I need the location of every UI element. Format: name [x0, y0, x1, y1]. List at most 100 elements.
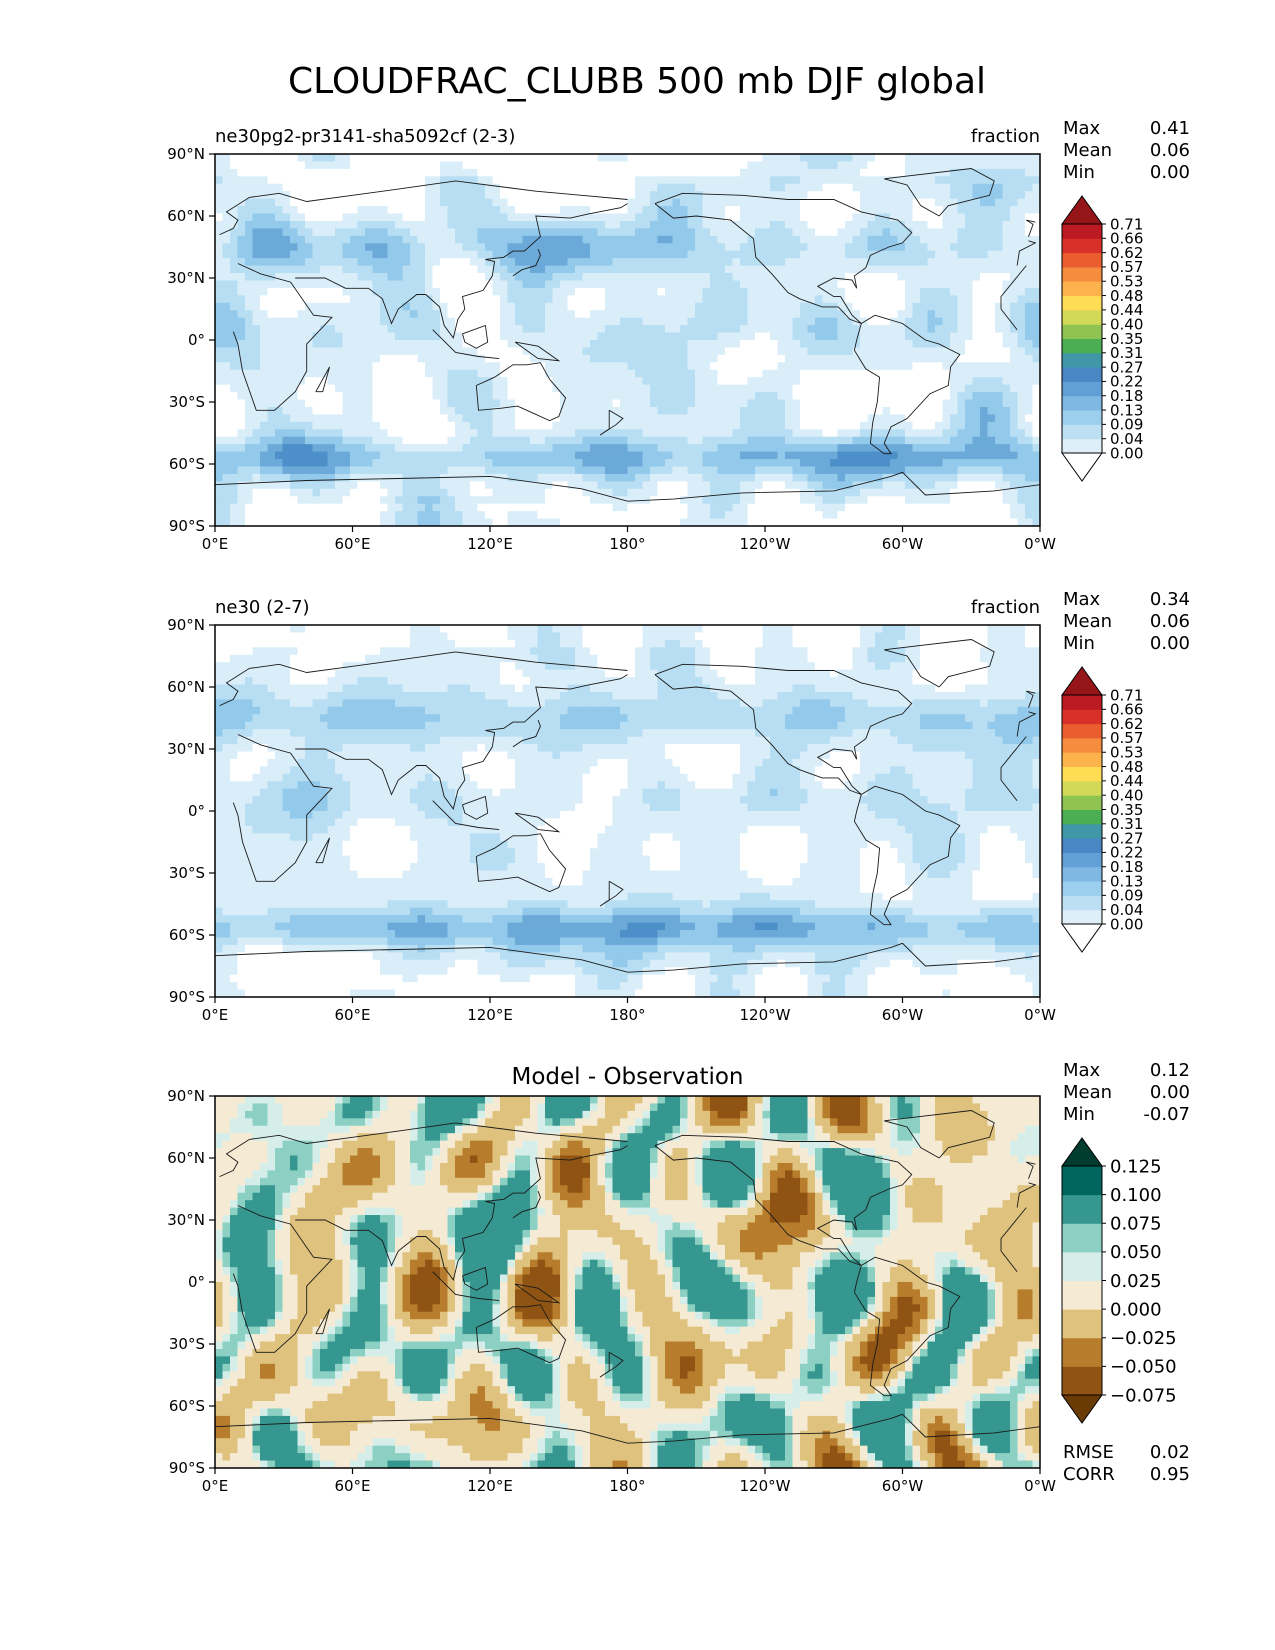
coastline [432, 800, 500, 831]
y-tick-label: 0° [188, 1273, 205, 1291]
coastline [232, 734, 1027, 882]
y-tick-label: 60°N [167, 207, 205, 225]
panel-center-title: Model - Observation [511, 1064, 743, 1090]
x-tick-label: 60°W [882, 1006, 924, 1024]
coastline [514, 341, 561, 362]
colorbar-tick-label: 0.27 [1110, 829, 1143, 847]
y-tick-label: 0° [188, 802, 205, 820]
contour-field [215, 154, 1040, 526]
coastline [512, 719, 541, 748]
coastline [654, 192, 913, 324]
coastline [462, 795, 489, 820]
stat-label: Mean [1063, 140, 1112, 161]
y-tick-label: 90°S [169, 988, 205, 1006]
x-tick-label: 120°W [740, 535, 791, 553]
stat-value: -0.07 [1143, 1104, 1190, 1125]
colorbar-tick-label: 0.66 [1110, 230, 1143, 248]
x-tick-label: 0°E [202, 535, 229, 553]
colorbar-tick-label: 0.18 [1110, 858, 1143, 876]
coastline [215, 471, 1040, 502]
x-tick-label: 0°W [1024, 1477, 1056, 1495]
colorbar-tick-label: 0.22 [1110, 373, 1143, 391]
colorbar-tick-label: 0.35 [1110, 330, 1143, 348]
y-tick-label: 60°N [167, 678, 205, 696]
coastline [215, 1413, 1040, 1444]
y-tick-label: 90°S [169, 1459, 205, 1477]
coastline [599, 1351, 624, 1378]
coastline [514, 1283, 561, 1304]
colorbar-tick-label: 0.050 [1110, 1242, 1162, 1263]
coastline [219, 1122, 1037, 1208]
y-tick-label: 30°S [169, 393, 205, 411]
colorbar-tick-label: 0.13 [1110, 872, 1143, 890]
colorbar-tick-label: 0.025 [1110, 1271, 1162, 1292]
y-tick-label: 30°N [167, 740, 205, 758]
x-tick-label: 0°E [202, 1006, 229, 1024]
stat-label: Max [1063, 589, 1101, 610]
colorbar-tick-label: 0.40 [1110, 786, 1143, 804]
y-tick-label: 90°N [167, 145, 205, 163]
figure-title: CLOUDFRAC_CLUBB 500 mb DJF global [288, 61, 986, 102]
coastline [232, 263, 1027, 411]
y-tick-label: 60°S [169, 455, 205, 473]
x-tick-label: 120°E [467, 1477, 513, 1495]
panel-left-title: ne30 (2-7) [215, 597, 310, 618]
colorbar-tick-label: 0.13 [1110, 401, 1143, 419]
colorbar-tick-label: 0.22 [1110, 844, 1143, 862]
stat-label: Min [1063, 633, 1095, 654]
y-tick-label: 30°S [169, 864, 205, 882]
x-tick-label: 180° [609, 1477, 645, 1495]
coastline [512, 248, 541, 277]
x-tick-label: 60°W [882, 535, 924, 553]
coastline [475, 362, 567, 422]
y-tick-label: 90°S [169, 517, 205, 535]
coastline [853, 314, 961, 455]
coastline [315, 1308, 331, 1335]
colorbar-tick-label: 0.125 [1110, 1156, 1162, 1177]
coastline [512, 1190, 541, 1219]
y-tick-label: 0° [188, 331, 205, 349]
y-tick-label: 60°S [169, 1397, 205, 1415]
stat-label: Mean [1063, 1082, 1112, 1103]
y-tick-label: 30°S [169, 1335, 205, 1353]
colorbar-tick-label: 0.00 [1110, 444, 1143, 462]
coastlines [215, 168, 1040, 502]
x-tick-label: 0°W [1024, 535, 1056, 553]
panel-right-title: fraction [971, 126, 1040, 147]
x-tick-label: 0°W [1024, 1006, 1056, 1024]
colorbar-tick-label: 0.000 [1110, 1299, 1162, 1320]
coastline [315, 837, 331, 864]
colorbar-tick-label: 0.57 [1110, 258, 1143, 276]
coastline [219, 180, 1037, 266]
coastline [295, 674, 628, 810]
x-tick-label: 60°E [334, 1006, 370, 1024]
stat-value: 0.41 [1150, 118, 1190, 139]
x-tick-label: 60°W [882, 1477, 924, 1495]
colorbar-tick-label: 0.44 [1110, 301, 1143, 319]
coastline [884, 168, 995, 217]
coastline [315, 366, 331, 393]
colorbar-tick-label: −0.075 [1110, 1385, 1177, 1406]
coastline [219, 651, 1037, 737]
colorbar-tick-label: 0.57 [1110, 729, 1143, 747]
y-tick-label: 90°N [167, 616, 205, 634]
colorbar-tick-label: 0.48 [1110, 758, 1143, 776]
x-tick-label: 60°E [334, 1477, 370, 1495]
colorbar-tick-label: 0.31 [1110, 344, 1143, 362]
colorbar-tick-label: 0.09 [1110, 887, 1143, 905]
colorbar: 0.000.040.090.130.180.220.270.310.350.40… [1061, 666, 1143, 953]
coastlines [215, 1110, 1040, 1444]
colorbar-tick-label: 0.100 [1110, 1185, 1162, 1206]
coastline [432, 329, 500, 360]
colorbar-tick-label: −0.025 [1110, 1328, 1177, 1349]
colorbar-tick-label: 0.35 [1110, 801, 1143, 819]
coastline [853, 785, 961, 926]
colorbar-tick-label: 0.31 [1110, 815, 1143, 833]
colorbar-tick-label: 0.00 [1110, 915, 1143, 933]
x-tick-label: 180° [609, 535, 645, 553]
coastline [232, 1205, 1027, 1353]
colorbar-tick-label: 0.71 [1110, 686, 1143, 704]
colorbar-tick-label: 0.66 [1110, 701, 1143, 719]
error-stat-value: 0.95 [1150, 1464, 1190, 1485]
